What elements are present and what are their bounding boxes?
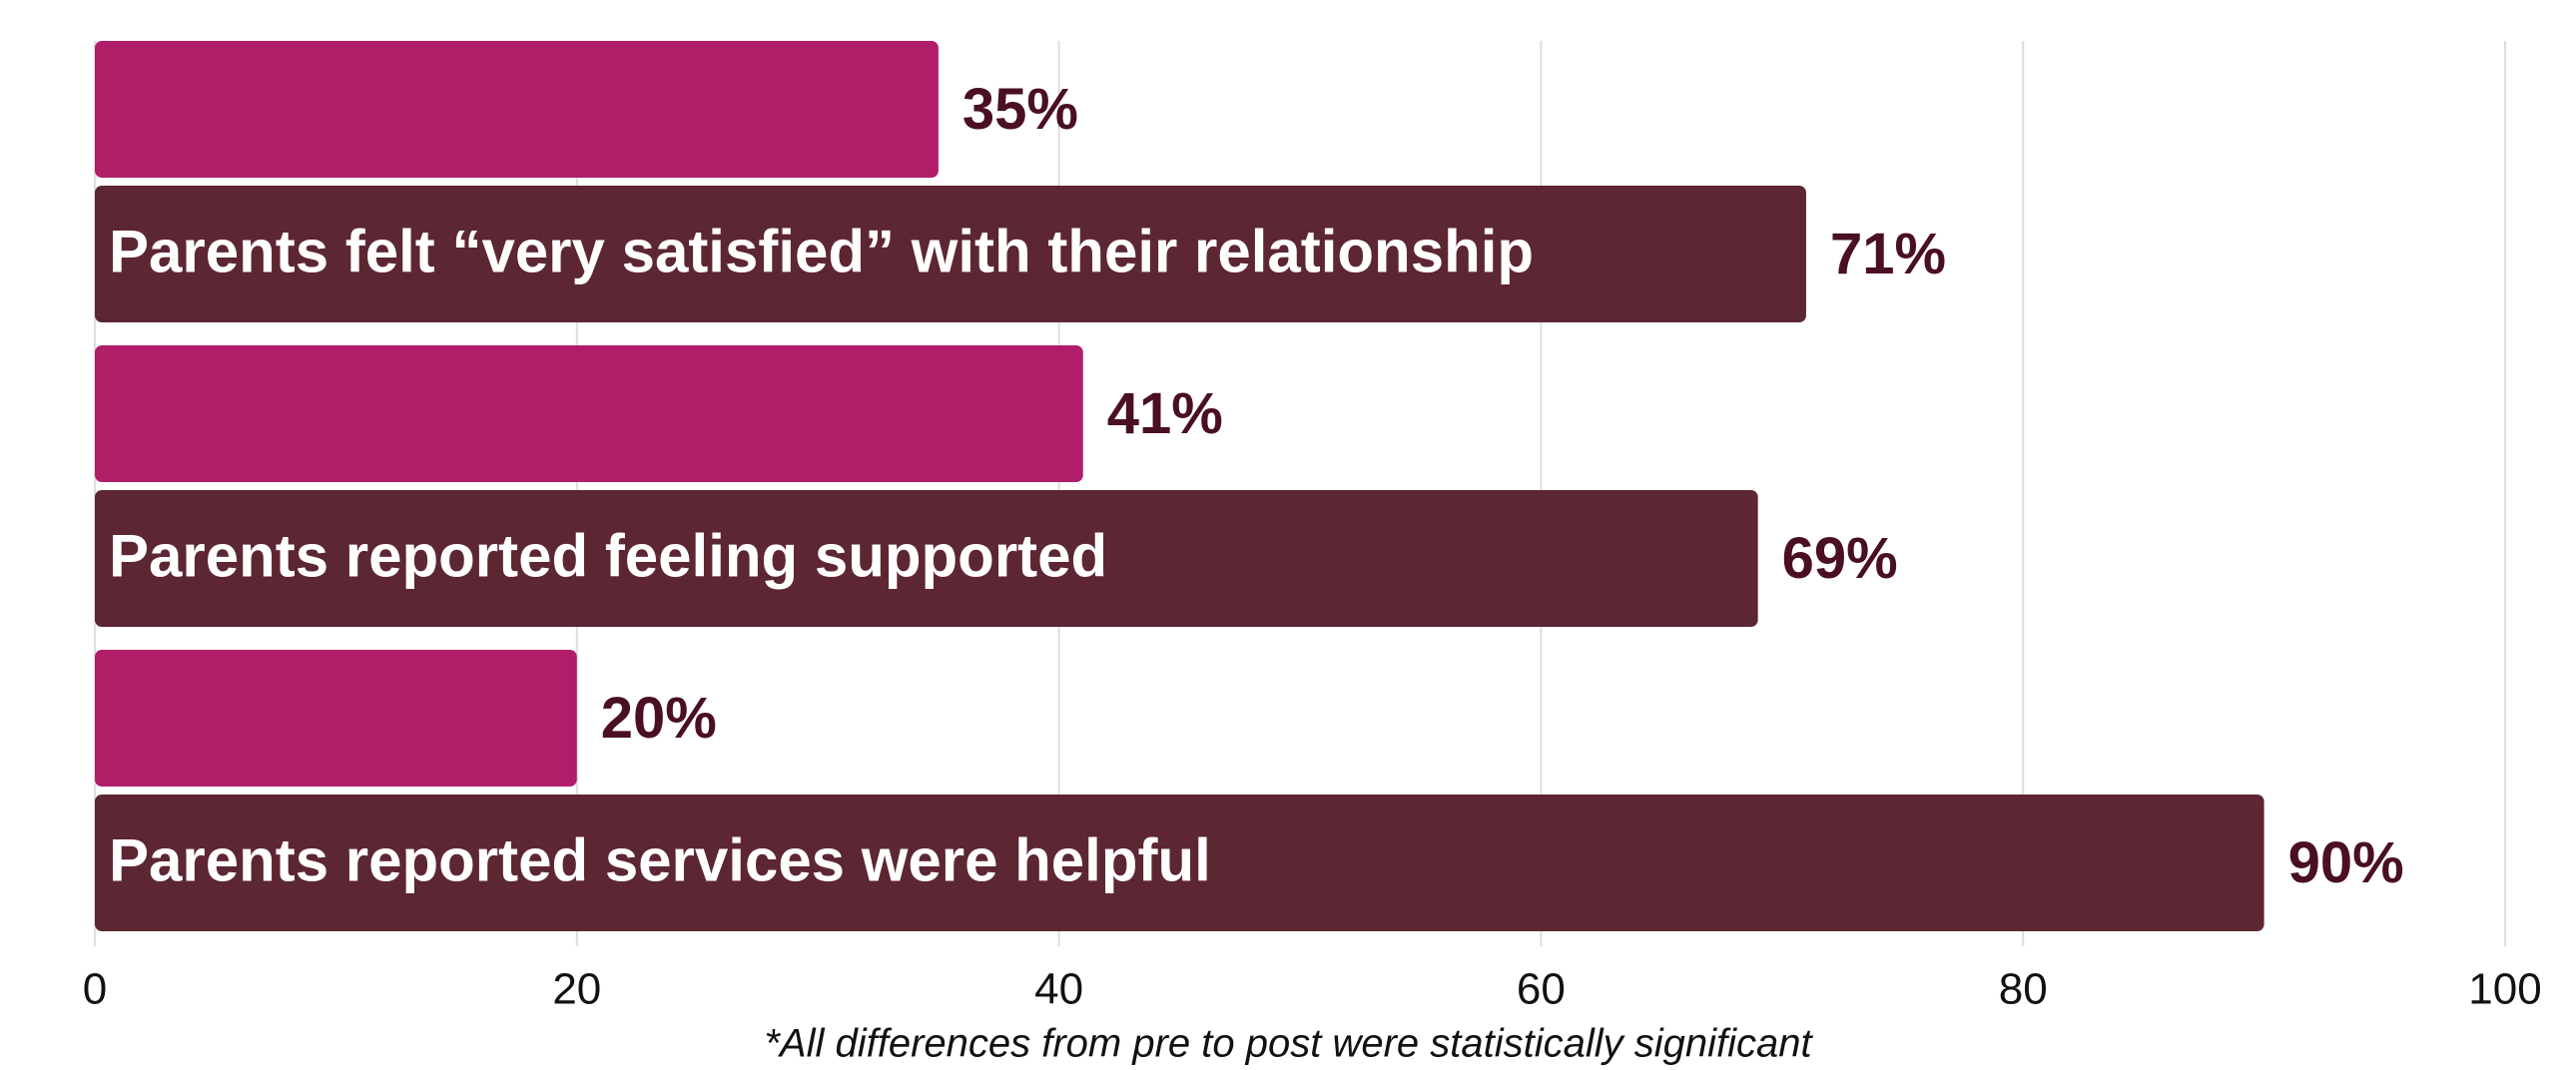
footnote: *All differences from pre to post were s… xyxy=(764,1022,1813,1066)
bar xyxy=(95,345,1083,482)
x-tick-label: 60 xyxy=(1517,965,1566,1014)
category-label: Parents reported services were helpful xyxy=(109,826,1211,893)
bar xyxy=(95,41,939,178)
value-label: 71% xyxy=(1830,222,1946,286)
bar xyxy=(95,490,1758,627)
x-tick-label: 80 xyxy=(1999,965,2048,1014)
x-tick-label: 100 xyxy=(2468,965,2541,1014)
bar xyxy=(95,186,1806,322)
bar xyxy=(95,795,2264,931)
value-label: 20% xyxy=(601,686,717,751)
category-label: Parents reported feeling supported xyxy=(109,522,1107,589)
category-label: Parents felt “very satisfied” with their… xyxy=(109,218,1534,284)
x-tick-label: 40 xyxy=(1034,965,1083,1014)
value-label: 69% xyxy=(1782,526,1898,591)
value-label: 35% xyxy=(963,77,1078,142)
value-label: 90% xyxy=(2288,830,2404,895)
bar xyxy=(95,650,577,787)
value-label: 41% xyxy=(1107,381,1223,446)
x-tick-label: 20 xyxy=(552,965,601,1014)
x-tick-label: 0 xyxy=(83,965,107,1014)
